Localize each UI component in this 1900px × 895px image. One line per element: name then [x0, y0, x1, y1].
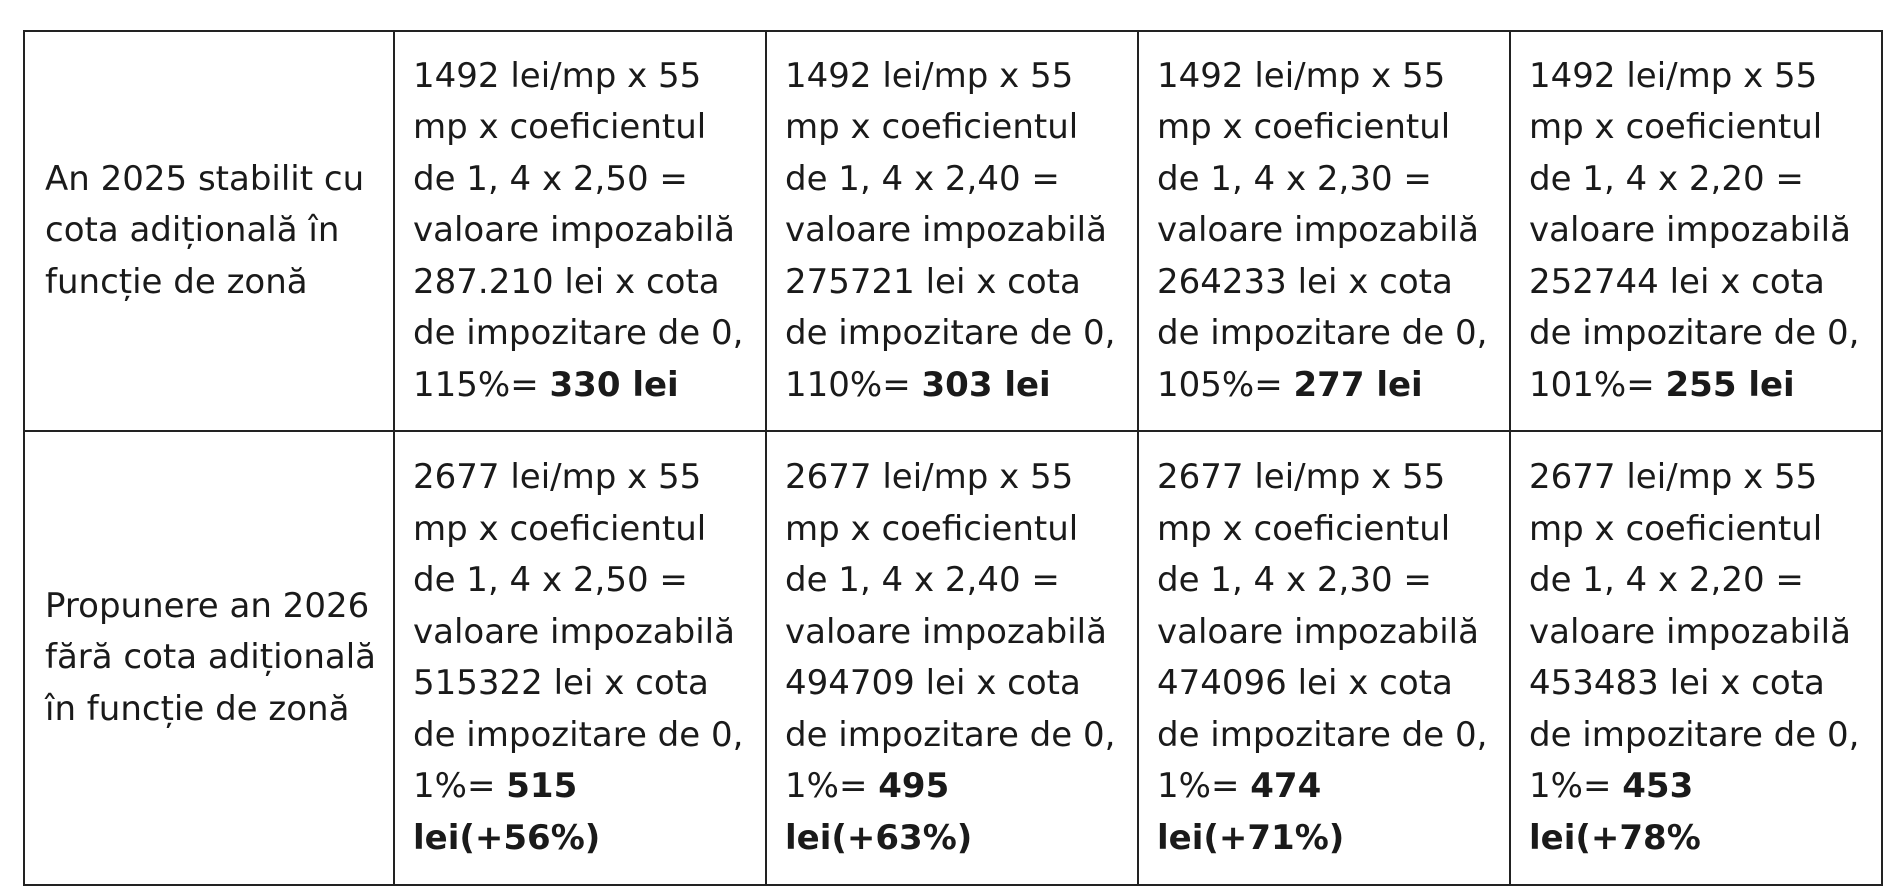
calc-result: 453 lei(+78% — [1529, 766, 1701, 858]
calc-result: 330 lei — [549, 364, 679, 405]
calc-text: 1492 lei/mp x 55 mp x coeficientul de 1,… — [1529, 51, 1863, 412]
calc-cell-zone-3-2026: 2677 lei/mp x 55 mp x coeficientul de 1,… — [1137, 430, 1511, 886]
calc-result: 495 lei(+63%) — [785, 766, 973, 858]
calc-formula: 1492 lei/mp x 55 mp x coeficientul de 1,… — [1529, 55, 1860, 405]
table-row-2025: An 2025 stabilit cu cota adițională în f… — [23, 30, 1883, 432]
calc-result: 515 lei(+56%) — [413, 766, 601, 858]
calc-text: 2677 lei/mp x 55 mp x coeficientul de 1,… — [1529, 452, 1863, 864]
calc-formula: 2677 lei/mp x 55 mp x coeficientul de 1,… — [785, 457, 1116, 806]
calc-text: 1492 lei/mp x 55 mp x coeficientul de 1,… — [785, 51, 1119, 412]
row-label-text: Propunere an 2026 fără cota adițională î… — [45, 585, 377, 729]
calc-cell-zone-2-2026: 2677 lei/mp x 55 mp x coeficientul de 1,… — [765, 430, 1139, 886]
calc-text: 1492 lei/mp x 55 mp x coeficientul de 1,… — [1157, 51, 1491, 412]
table-row-2026: Propunere an 2026 fără cota adițională î… — [23, 430, 1883, 886]
calc-cell-zone-4-2026: 2677 lei/mp x 55 mp x coeficientul de 1,… — [1509, 430, 1883, 886]
calc-formula: 2677 lei/mp x 55 mp x coeficientul de 1,… — [1157, 457, 1488, 806]
calc-text: 2677 lei/mp x 55 mp x coeficientul de 1,… — [1157, 452, 1491, 864]
calc-cell-zone-1-2026: 2677 lei/mp x 55 mp x coeficientul de 1,… — [393, 430, 767, 886]
calc-cell-zone-4-2025: 1492 lei/mp x 55 mp x coeficientul de 1,… — [1509, 30, 1883, 432]
calc-formula: 2677 lei/mp x 55 mp x coeficientul de 1,… — [1529, 457, 1860, 806]
calc-formula: 1492 lei/mp x 55 mp x coeficientul de 1,… — [785, 55, 1116, 405]
row-label-2026: Propunere an 2026 fără cota adițională î… — [23, 430, 395, 886]
calc-text: 1492 lei/mp x 55 mp x coeficientul de 1,… — [413, 51, 747, 412]
tax-comparison-table: An 2025 stabilit cu cota adițională în f… — [23, 30, 1883, 886]
calc-cell-zone-1-2025: 1492 lei/mp x 55 mp x coeficientul de 1,… — [393, 30, 767, 432]
row-label-2025: An 2025 stabilit cu cota adițională în f… — [23, 30, 395, 432]
calc-formula: 2677 lei/mp x 55 mp x coeficientul de 1,… — [413, 457, 744, 806]
row-label-text: An 2025 stabilit cu cota adițională în f… — [45, 158, 365, 302]
calc-result: 255 lei — [1665, 364, 1795, 405]
calc-text: 2677 lei/mp x 55 mp x coeficientul de 1,… — [785, 452, 1119, 864]
calc-result: 303 lei — [921, 364, 1051, 405]
calc-text: 2677 lei/mp x 55 mp x coeficientul de 1,… — [413, 452, 747, 864]
calc-cell-zone-3-2025: 1492 lei/mp x 55 mp x coeficientul de 1,… — [1137, 30, 1511, 432]
calc-formula: 1492 lei/mp x 55 mp x coeficientul de 1,… — [413, 55, 744, 405]
calc-result: 474 lei(+71%) — [1157, 766, 1345, 858]
calc-result: 277 lei — [1293, 364, 1423, 405]
calc-formula: 1492 lei/mp x 55 mp x coeficientul de 1,… — [1157, 55, 1488, 405]
calc-cell-zone-2-2025: 1492 lei/mp x 55 mp x coeficientul de 1,… — [765, 30, 1139, 432]
